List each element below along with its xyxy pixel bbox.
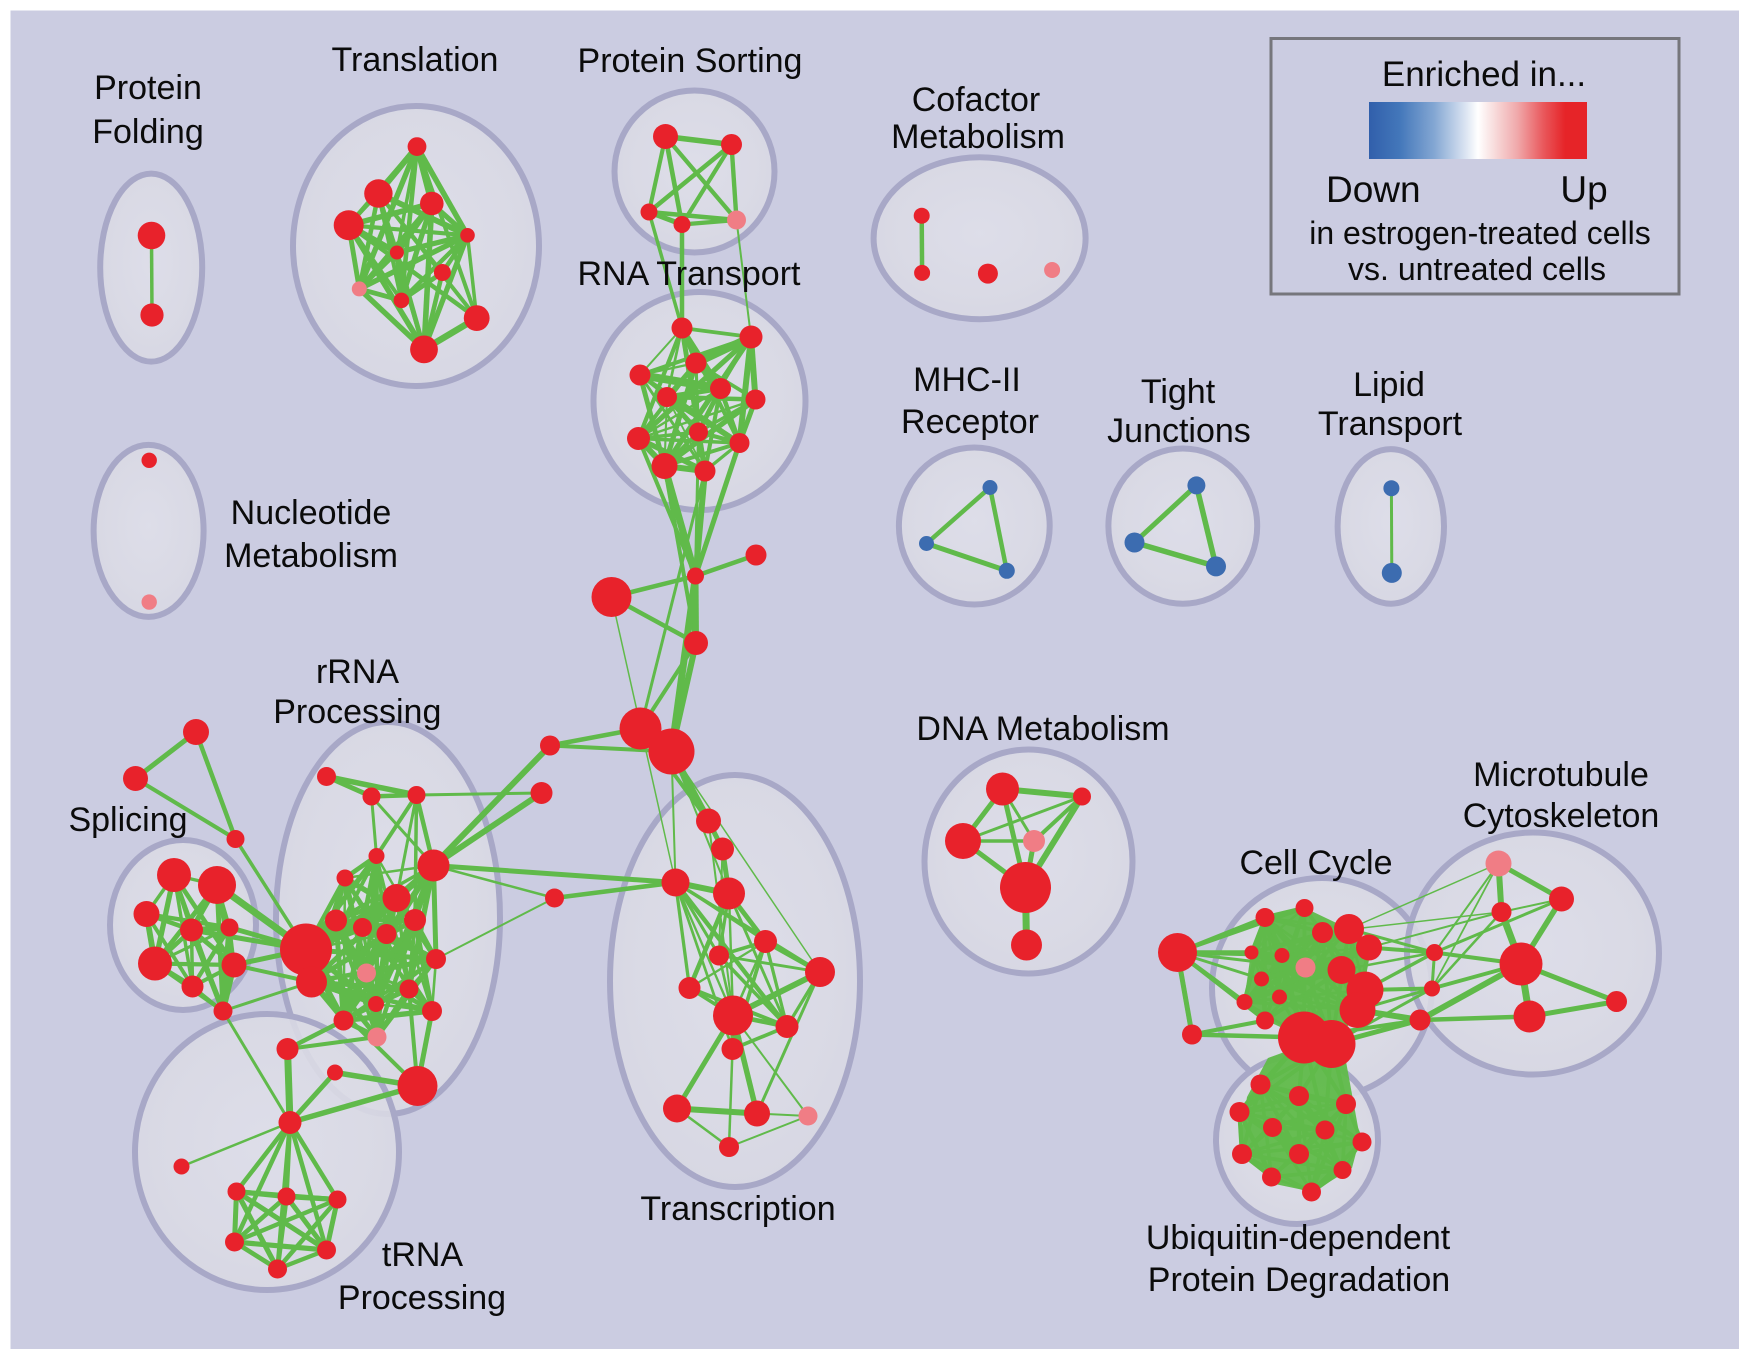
svg-text:rRNA: rRNA [316, 653, 399, 691]
svg-text:Folding: Folding [92, 113, 204, 151]
svg-text:Metabolism: Metabolism [891, 118, 1065, 156]
svg-text:Translation: Translation [332, 41, 499, 79]
svg-text:Microtubule: Microtubule [1473, 756, 1649, 794]
svg-text:Metabolism: Metabolism [224, 537, 398, 575]
svg-text:Transport: Transport [1318, 405, 1463, 443]
svg-text:in estrogen-treated cells: in estrogen-treated cells [1309, 215, 1651, 251]
svg-text:MHC-II: MHC-II [913, 361, 1021, 399]
svg-text:Cytoskeleton: Cytoskeleton [1463, 797, 1660, 835]
svg-text:Cofactor: Cofactor [912, 81, 1041, 119]
svg-text:tRNA: tRNA [382, 1236, 464, 1274]
svg-text:Splicing: Splicing [68, 801, 187, 839]
svg-text:Enriched in...: Enriched in... [1382, 55, 1586, 94]
svg-text:Down: Down [1326, 169, 1421, 210]
svg-text:Ubiquitin-dependent: Ubiquitin-dependent [1146, 1219, 1451, 1257]
svg-text:Protein: Protein [94, 69, 202, 107]
svg-text:Nucleotide: Nucleotide [231, 494, 392, 532]
svg-text:Receptor: Receptor [901, 403, 1039, 441]
svg-text:Lipid: Lipid [1353, 366, 1425, 404]
svg-text:DNA Metabolism: DNA Metabolism [916, 710, 1169, 748]
svg-text:Cell Cycle: Cell Cycle [1239, 844, 1392, 882]
svg-text:vs. untreated cells: vs. untreated cells [1348, 251, 1606, 287]
svg-text:Junctions: Junctions [1107, 412, 1251, 450]
svg-text:Protein Degradation: Protein Degradation [1148, 1261, 1450, 1299]
svg-text:Up: Up [1560, 169, 1607, 210]
svg-text:Processing: Processing [273, 693, 441, 731]
svg-text:Transcription: Transcription [640, 1190, 835, 1228]
svg-text:Processing: Processing [338, 1279, 506, 1317]
svg-text:Tight: Tight [1141, 373, 1216, 411]
svg-text:Protein Sorting: Protein Sorting [578, 42, 803, 80]
svg-text:RNA Transport: RNA Transport [578, 255, 802, 293]
